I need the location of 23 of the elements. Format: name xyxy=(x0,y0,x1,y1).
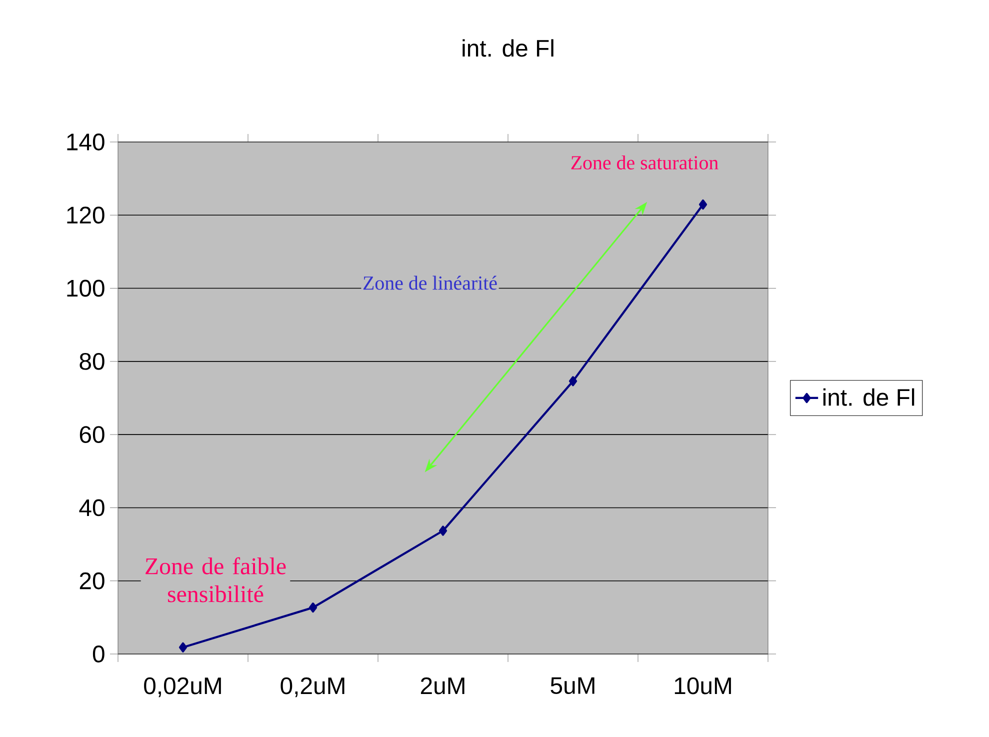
y-tick-label: 80 xyxy=(80,352,104,370)
annotation: Zone de faible sensibilité xyxy=(146,557,286,602)
point xyxy=(698,199,708,210)
y-tick-label: 120 xyxy=(67,206,104,224)
y-tick-label: 140 xyxy=(67,134,104,150)
y-tick-label: 20 xyxy=(80,572,104,590)
point xyxy=(438,526,448,536)
point xyxy=(178,642,188,652)
annotation: Zone de linéarité xyxy=(363,276,497,290)
x-tick-label: 2uM xyxy=(420,677,464,694)
point xyxy=(568,376,578,386)
y-tick-label: 100 xyxy=(67,280,104,297)
point xyxy=(308,602,318,613)
x-tick-label: 10uM xyxy=(674,677,731,694)
y-tick-label: 60 xyxy=(80,426,104,444)
y-tick-label: 0 xyxy=(92,646,104,662)
annotation: Zone de saturation xyxy=(571,155,718,170)
chart-title: int. de Fl xyxy=(462,39,554,57)
x-tick-label: 5uM xyxy=(550,677,594,694)
x-tick-label: 0,02uM xyxy=(144,677,221,698)
y-tick-label: 40 xyxy=(79,499,104,516)
x-tick-label: 0,2uM xyxy=(280,677,344,698)
legend-label: int. de Fl xyxy=(823,388,914,406)
